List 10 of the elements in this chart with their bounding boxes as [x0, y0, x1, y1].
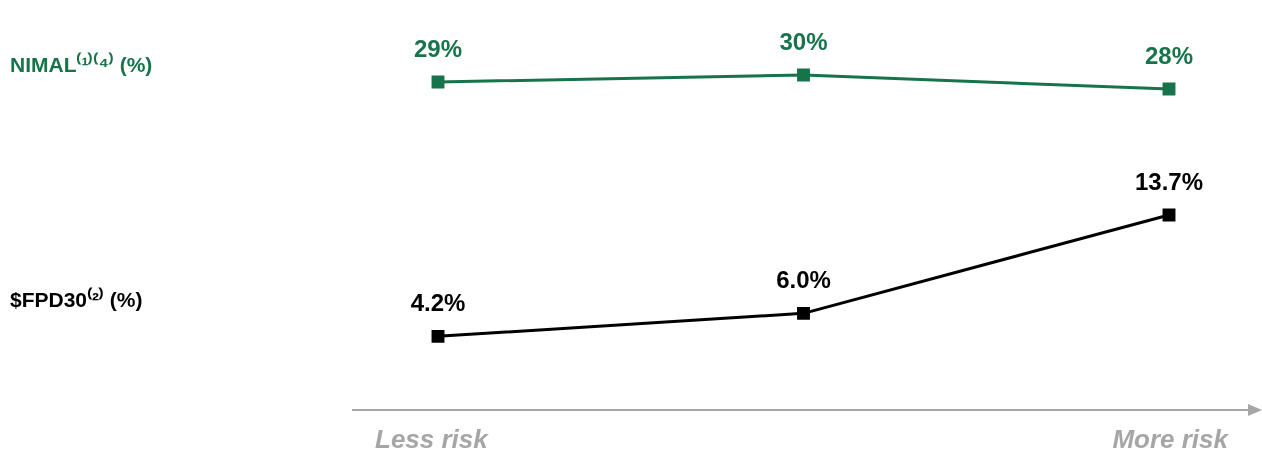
data-label: 6.0% — [776, 265, 831, 293]
text: $FPD30⁽²⁾ (%) — [10, 287, 143, 312]
data-label: 4.2% — [410, 288, 466, 316]
text: More risk — [1112, 424, 1228, 455]
data-label: 13.7% — [1134, 167, 1204, 195]
text: Less risk — [375, 424, 488, 455]
data-label: 30% — [779, 27, 828, 55]
text: NIMAL⁽¹⁾⁽⁴⁾ (%) — [10, 51, 153, 76]
data-label: 28% — [1144, 41, 1194, 69]
data-label: 29% — [413, 34, 463, 62]
